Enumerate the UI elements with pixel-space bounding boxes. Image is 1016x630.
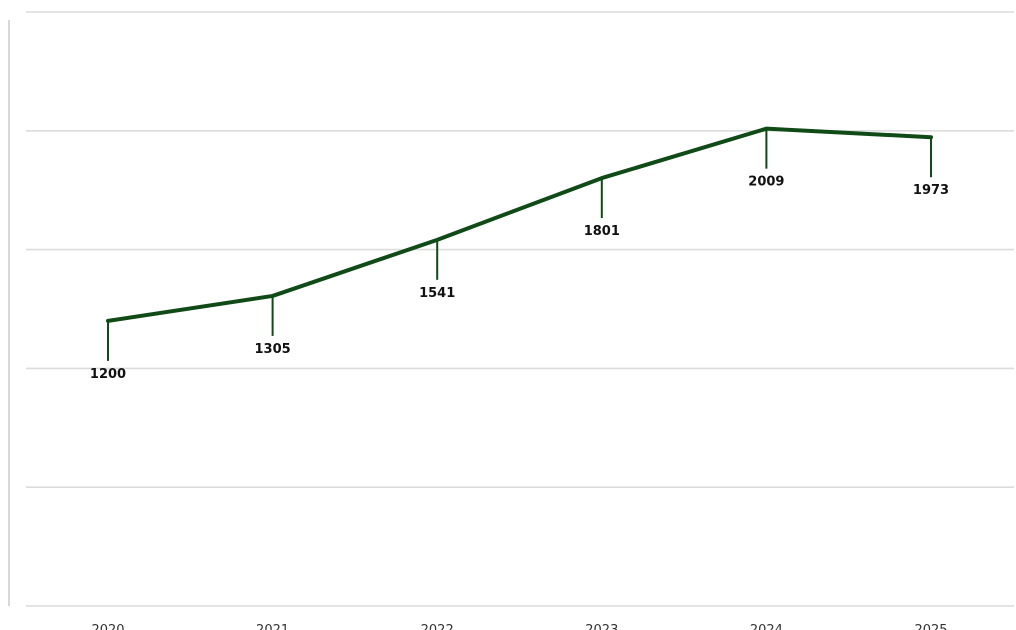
data-label-2021: 1305 (255, 342, 291, 357)
x-tick-label-2021: 2021 (256, 623, 289, 630)
data-labels: 1200 1305 1541 1801 2009 1973 (90, 175, 949, 382)
x-tick-label-2024: 2024 (750, 623, 783, 630)
data-label-2024: 2009 (748, 175, 784, 190)
series-line (106, 126, 933, 323)
x-tick-label-2022: 2022 (421, 623, 454, 630)
x-tick-labels: 2020 2021 2022 2023 2024 2025 (91, 623, 947, 630)
series-group (106, 126, 933, 323)
data-label-2023: 1801 (584, 224, 620, 239)
x-tick-label-2025: 2025 (914, 623, 947, 630)
gridlines (26, 11, 1014, 607)
data-label-2025: 1973 (913, 183, 949, 198)
data-label-2020: 1200 (90, 367, 126, 382)
data-label-2022: 1541 (419, 286, 455, 301)
x-tick-label-2023: 2023 (585, 623, 618, 630)
x-tick-label-2020: 2020 (91, 623, 124, 630)
leader-lines (107, 128, 932, 361)
